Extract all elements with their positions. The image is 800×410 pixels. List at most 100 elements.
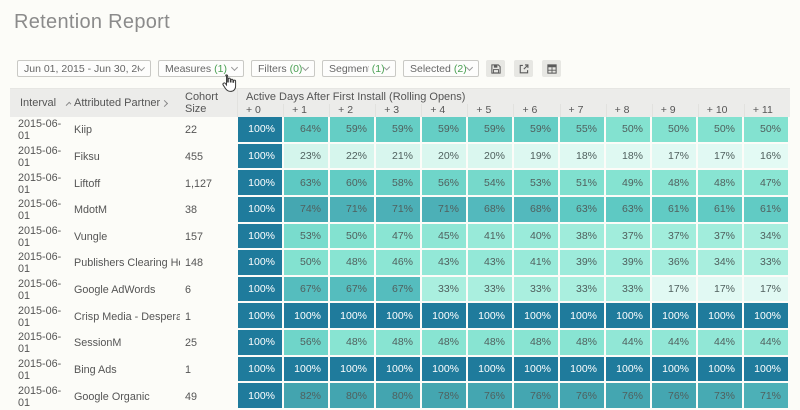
interval-cell: 2015-06-01 xyxy=(18,357,62,382)
chevron-down-icon xyxy=(138,64,146,71)
partner-cell: Google Organic xyxy=(74,390,150,403)
day-column-header[interactable]: + 4 xyxy=(422,104,469,117)
cohort-header-label: Cohort Size xyxy=(185,91,219,115)
day-column-header[interactable]: + 5 xyxy=(468,104,515,117)
retention-heat-cell: 50% xyxy=(698,117,744,144)
retention-heat-cell: 100% xyxy=(238,170,284,197)
partner-cell: Vungle xyxy=(74,230,108,243)
cohort-size-cell: 22 xyxy=(185,124,198,137)
day-column-header[interactable]: + 10 xyxy=(699,104,745,117)
column-header-cohort-size[interactable]: Cohort Size xyxy=(180,89,238,117)
measures-dropdown[interactable]: Measures (1) xyxy=(158,60,244,77)
retention-heat-cell: 17% xyxy=(652,276,698,304)
filters-dropdown[interactable]: Filters (0) xyxy=(251,60,315,77)
retention-heat-cell: 100% xyxy=(238,196,284,224)
cohort-size-cell: 38 xyxy=(185,204,198,217)
retention-heat-cell: 100% xyxy=(238,303,284,330)
retention-heat-cell: 33% xyxy=(744,250,790,277)
retention-heat-cell: 100% xyxy=(284,303,330,330)
heatmap-row: 100% 82% 80% 80% 78% 76% 76% 76% 76% 76% 73% 71% xyxy=(238,383,790,410)
retention-heat-cell: 100% xyxy=(238,250,284,277)
retention-heat-cell: 68% xyxy=(514,196,560,224)
day-column-header[interactable]: + 3 xyxy=(376,104,423,117)
day-column-header[interactable]: + 8 xyxy=(607,104,653,117)
heatmap-row: 100% 74% 71% 71% 71% 68% 68% 63% 63% 61% 61% 61% xyxy=(238,196,790,224)
column-header-interval[interactable]: Interval xyxy=(10,89,72,117)
retention-heat-cell: 100% xyxy=(376,303,422,330)
day-column-header[interactable]: + 0 xyxy=(238,104,285,117)
selected-dropdown[interactable]: Selected (2) xyxy=(403,60,479,77)
segments-dropdown[interactable]: Segments (1) xyxy=(322,60,396,77)
save-icon xyxy=(490,63,502,75)
retention-heat-cell: 100% xyxy=(560,303,606,330)
retention-heat-cell: 44% xyxy=(652,330,698,357)
retention-heat-cell: 76% xyxy=(652,383,698,410)
retention-heat-cell: 71% xyxy=(376,196,422,224)
cohort-size-cell: 1 xyxy=(185,310,192,323)
retention-heat-cell: 44% xyxy=(698,330,744,357)
retention-heat-cell: 56% xyxy=(422,170,468,197)
heatmap-row: 100% 64% 59% 59% 59% 59% 59% 55% 50% 50% 50% 50% xyxy=(238,117,790,144)
day-column-header[interactable]: + 11 xyxy=(752,104,773,116)
day-column-header[interactable]: + 6 xyxy=(514,104,561,117)
retention-heat-cell: 64% xyxy=(284,117,330,144)
retention-heat-cell: 49% xyxy=(606,170,652,197)
day-column-header[interactable]: + 1 xyxy=(284,104,331,117)
retention-heat-cell: 76% xyxy=(514,383,560,410)
retention-heat-cell: 67% xyxy=(376,276,422,304)
retention-heat-cell: 55% xyxy=(560,117,606,144)
chevron-down-icon xyxy=(301,63,310,72)
retention-heat-cell: 17% xyxy=(698,276,744,304)
cohort-size-cell: 148 xyxy=(185,257,204,270)
day-column-header[interactable]: + 7 xyxy=(561,104,607,117)
date-range-dropdown[interactable]: Jun 01, 2015 - Jun 30, 2015 xyxy=(17,60,151,77)
date-range-label: Jun 01, 2015 - Jun 30, 2015 xyxy=(24,62,139,75)
heatmap-row: 100% 63% 60% 58% 56% 54% 53% 51% 49% 48% 48% 47% xyxy=(238,170,790,197)
column-header-attributed-partner[interactable]: Attributed Partner xyxy=(70,89,180,117)
retention-heat-cell: 18% xyxy=(560,143,606,171)
retention-heat-cell: 33% xyxy=(606,276,652,304)
retention-heat-cell: 48% xyxy=(330,330,376,357)
retention-heat-cell: 100% xyxy=(468,303,514,330)
interval-cell: 2015-06-01 xyxy=(18,118,62,143)
heatmap-row: 100% 23% 22% 21% 20% 20% 19% 18% 18% 17% 17% 16% xyxy=(238,143,790,171)
retention-heat-cell: 100% xyxy=(652,356,698,384)
segments-label: Segments xyxy=(329,62,369,75)
cohort-size-cell: 49 xyxy=(185,390,198,403)
retention-heat-cell: 100% xyxy=(422,303,468,330)
retention-heat-cell: 54% xyxy=(468,170,514,197)
retention-heat-cell: 59% xyxy=(514,117,560,144)
table-row: 2015-06-01 MdotM 38 100% 74% 71% 71% 71% 68% 68% 6… xyxy=(10,196,790,224)
partner-cell: Publishers Clearing House xyxy=(74,257,180,270)
retention-heat-cell: 22% xyxy=(330,143,376,171)
retention-heat-cell: 100% xyxy=(238,117,284,144)
save-button[interactable] xyxy=(486,60,505,77)
retention-heat-cell: 68% xyxy=(468,196,514,224)
retention-heat-cell: 63% xyxy=(606,196,652,224)
retention-heat-cell: 100% xyxy=(606,303,652,330)
page-title: Retention Report xyxy=(14,11,171,33)
interval-cell: 2015-06-01 xyxy=(18,144,62,169)
interval-cell: 2015-06-01 xyxy=(18,251,62,276)
partner-cell: Google AdWords xyxy=(74,284,156,297)
retention-heat-cell: 63% xyxy=(560,196,606,224)
retention-heat-cell: 100% xyxy=(238,143,284,171)
retention-heat-cell: 100% xyxy=(698,356,744,384)
partner-cell: SessionM xyxy=(74,337,122,350)
filters-count: (0) xyxy=(289,62,303,75)
cohort-size-cell: 157 xyxy=(185,230,204,243)
day-column-header[interactable]: + 2 xyxy=(330,104,377,117)
retention-heat-cell: 43% xyxy=(468,250,514,277)
retention-heat-cell: 48% xyxy=(468,330,514,357)
chevron-down-icon xyxy=(465,63,474,72)
retention-heat-cell: 61% xyxy=(698,196,744,224)
chevron-down-icon xyxy=(230,63,239,72)
table-view-button[interactable] xyxy=(542,60,561,77)
retention-heat-cell: 100% xyxy=(606,356,652,384)
retention-heat-cell: 100% xyxy=(652,303,698,330)
day-column-header[interactable]: + 9 xyxy=(653,104,699,117)
export-button[interactable] xyxy=(514,60,533,77)
heatmap-row: 100% 50% 48% 46% 43% 43% 41% 39% 39% 36% 34% 33% xyxy=(238,250,790,277)
retention-heat-cell: 100% xyxy=(330,303,376,330)
